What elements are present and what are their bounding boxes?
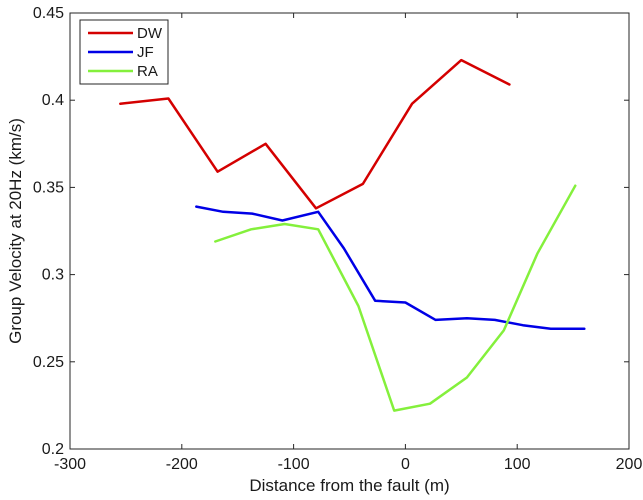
x-tick-label: 0 <box>401 456 410 473</box>
axes-frame <box>69 12 630 450</box>
plot-area <box>70 13 629 449</box>
x-tick-label: -100 <box>278 456 310 473</box>
legend-label-jf: JF <box>137 44 154 61</box>
axis-tick-labels: -300 -200 -100 0 100 200 0.2 0.25 0.3 0.35 0.4 0.45 <box>33 5 643 473</box>
y-tick-label: 0.2 <box>42 441 64 458</box>
series-line-ra <box>214 184 577 412</box>
y-tick-label: 0.3 <box>42 267 64 284</box>
axis-ticks <box>69 12 630 450</box>
series-line-jf <box>195 205 586 330</box>
legend-label-ra: RA <box>137 63 158 80</box>
x-tick-label: 200 <box>616 456 643 473</box>
legend: DW JF RA <box>79 19 169 85</box>
x-tick-label: -300 <box>54 456 86 473</box>
y-tick-label: 0.4 <box>42 92 64 109</box>
legend-label-dw: DW <box>137 25 163 42</box>
series-lines <box>119 58 586 412</box>
y-tick-label: 0.45 <box>33 5 64 22</box>
x-axis-title: Distance from the fault (m) <box>249 476 449 495</box>
y-tick-label: 0.35 <box>33 179 64 196</box>
y-tick-label: 0.25 <box>33 354 64 371</box>
x-tick-label: -200 <box>166 456 198 473</box>
y-axis-title: Group Velocity at 20Hz (km/s) <box>6 118 25 344</box>
x-tick-label: 100 <box>504 456 531 473</box>
series-line-dw <box>119 58 511 210</box>
